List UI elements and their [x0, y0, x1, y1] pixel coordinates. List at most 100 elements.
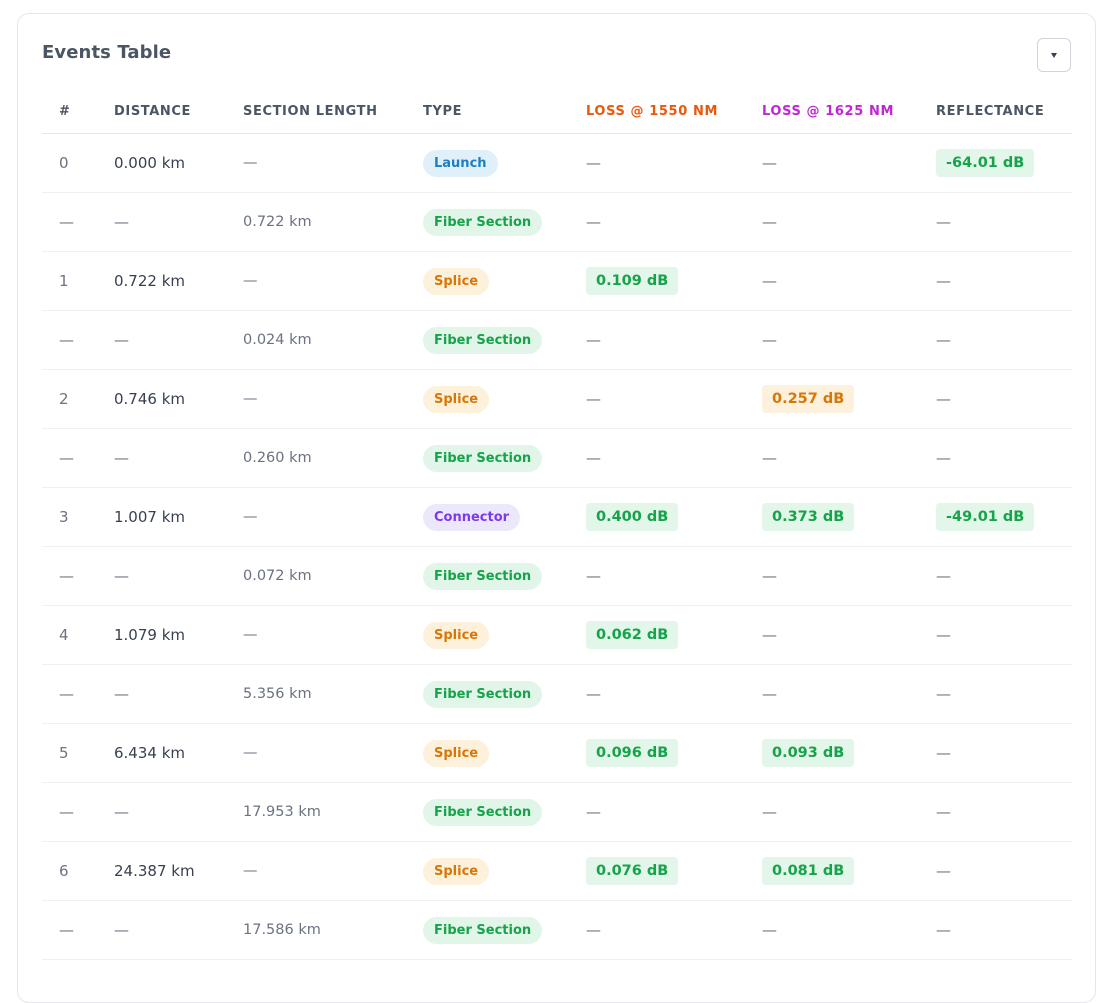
section-length-cell: — [243, 251, 423, 311]
event-type-badge: Fiber Section [423, 916, 543, 944]
event-index-cell: 2 [42, 369, 114, 429]
loss-1625-value-cell: — [762, 900, 936, 960]
reflectance-value-cell: — [936, 546, 1072, 606]
event-distance-cell: — [114, 310, 243, 370]
event-index-cell: — [42, 192, 114, 252]
header-loss-1550[interactable]: LOSS @ 1550 NM [586, 89, 762, 134]
section-length-cell: 17.953 km [243, 782, 423, 842]
loss-1550-value-cell: — [586, 133, 762, 193]
section-length-cell: — [243, 487, 423, 547]
table-row[interactable]: — —17.586 km Fiber Section — — — [42, 900, 1072, 960]
reflectance-value-cell: — [936, 900, 1072, 960]
reflectance-value-cell: -64.01 dB [936, 133, 1072, 193]
table-row[interactable]: — —0.024 km Fiber Section — — — [42, 310, 1072, 370]
header-index[interactable]: # [42, 89, 114, 134]
loss-1625-value-cell: 0.093 dB [762, 723, 936, 783]
event-distance-cell: 0.722 km [114, 251, 243, 311]
event-type-badge: Launch [423, 149, 498, 177]
loss-1550-value-cell: — [586, 369, 762, 429]
loss-1550-value-cell: — [586, 782, 762, 842]
reflectance-value-cell: — [936, 251, 1072, 311]
section-length-cell: 0.260 km [243, 428, 423, 488]
reflectance-value-cell: — [936, 192, 1072, 252]
event-type-badge-cell: Splice [423, 605, 586, 665]
event-distance-cell: — [114, 546, 243, 606]
loss-1625-value-cell: — [762, 605, 936, 665]
loss-1625-value: 0.373 dB [762, 503, 855, 531]
section-length-cell: — [243, 605, 423, 665]
loss-1550-value: 0.400 dB [586, 503, 679, 531]
section-length-cell: 17.586 km [243, 900, 423, 960]
event-distance-cell: 1.007 km [114, 487, 243, 547]
table-row[interactable]: 2 0.746 km — Splice —0.257 dB — [42, 369, 1072, 429]
table-row[interactable]: 4 1.079 km — Splice 0.062 dB — — [42, 605, 1072, 665]
loss-1625-value: 0.257 dB [762, 385, 855, 413]
event-distance-cell: 0.746 km [114, 369, 243, 429]
reflectance-value-cell: — [936, 310, 1072, 370]
event-index-cell: — [42, 546, 114, 606]
header-loss-1625[interactable]: LOSS @ 1625 NM [762, 89, 936, 134]
section-length-cell: — [243, 841, 423, 901]
event-index-cell: 3 [42, 487, 114, 547]
loss-1550-value-cell: — [586, 546, 762, 606]
section-length-cell: — [243, 369, 423, 429]
loss-1625-value: 0.081 dB [762, 857, 855, 885]
event-type-badge: Fiber Section [423, 444, 543, 472]
loss-1625-value-cell: — [762, 251, 936, 311]
loss-1550-value: 0.096 dB [586, 739, 679, 767]
event-index-cell: — [42, 900, 114, 960]
table-row[interactable]: 1 0.722 km — Splice 0.109 dB — — [42, 251, 1072, 311]
loss-1625-value-cell: 0.081 dB [762, 841, 936, 901]
event-type-badge: Connector [423, 503, 521, 531]
event-type-badge: Splice [423, 857, 490, 885]
header-section-length[interactable]: SECTION LENGTH [243, 89, 423, 134]
reflectance-value-cell: — [936, 369, 1072, 429]
loss-1625-value-cell: — [762, 133, 936, 193]
event-distance-cell: — [114, 900, 243, 960]
table-row[interactable]: 5 6.434 km — Splice 0.096 dB 0.093 dB — [42, 723, 1072, 783]
event-index-cell: 0 [42, 133, 114, 193]
table-header-row: # DISTANCE SECTION LENGTH TYPE LOSS @ 15… [42, 89, 1072, 134]
section-length-cell: — [243, 723, 423, 783]
event-index-cell: 4 [42, 605, 114, 665]
event-index-cell: — [42, 782, 114, 842]
event-type-badge-cell: Splice [423, 841, 586, 901]
table-row[interactable]: — —0.260 km Fiber Section — — — [42, 428, 1072, 488]
table-body: 0 0.000 km — Launch — — -64.01 dB — —0.722 km Fib… [42, 133, 1072, 960]
table-row[interactable]: — —5.356 km Fiber Section — — — [42, 664, 1072, 724]
table-row[interactable]: — —17.953 km Fiber Section — — — [42, 782, 1072, 842]
event-type-badge-cell: Splice [423, 251, 586, 311]
event-index-cell: 5 [42, 723, 114, 783]
event-type-badge-cell: Fiber Section [423, 782, 586, 842]
event-distance-cell: 6.434 km [114, 723, 243, 783]
loss-1625-value-cell: — [762, 546, 936, 606]
table-row[interactable]: 3 1.007 km — Connector 0.400 dB 0.373 dB -49.0… [42, 487, 1072, 547]
event-type-badge: Fiber Section [423, 326, 543, 354]
event-distance-cell: — [114, 428, 243, 488]
table-row[interactable]: — —0.072 km Fiber Section — — — [42, 546, 1072, 606]
header-distance[interactable]: DISTANCE [114, 89, 243, 134]
event-distance-cell: — [114, 664, 243, 724]
event-type-badge: Splice [423, 621, 490, 649]
header-reflectance[interactable]: REFLECTANCE [936, 89, 1072, 134]
loss-1550-value-cell: 0.076 dB [586, 841, 762, 901]
event-type-badge: Splice [423, 739, 490, 767]
event-index-cell: — [42, 664, 114, 724]
loss-1550-value-cell: — [586, 664, 762, 724]
header-type[interactable]: TYPE [423, 89, 586, 134]
reflectance-value: -49.01 dB [936, 503, 1035, 531]
reflectance-value: -64.01 dB [936, 149, 1035, 177]
table-row[interactable]: — —0.722 km Fiber Section — — — [42, 192, 1072, 252]
table-row[interactable]: 0 0.000 km — Launch — — -64.01 dB [42, 133, 1072, 193]
table-row[interactable]: 6 24.387 km — Splice 0.076 dB 0.081 dB — [42, 841, 1072, 901]
loss-1625-value: 0.093 dB [762, 739, 855, 767]
loss-1625-value-cell: — [762, 310, 936, 370]
event-type-badge-cell: Fiber Section [423, 664, 586, 724]
event-distance-cell: 24.387 km [114, 841, 243, 901]
loss-1625-value-cell: — [762, 428, 936, 488]
event-type-badge: Splice [423, 267, 490, 295]
collapse-button[interactable] [1037, 38, 1071, 72]
loss-1550-value: 0.076 dB [586, 857, 679, 885]
event-index-cell: — [42, 310, 114, 370]
reflectance-value-cell: — [936, 723, 1072, 783]
